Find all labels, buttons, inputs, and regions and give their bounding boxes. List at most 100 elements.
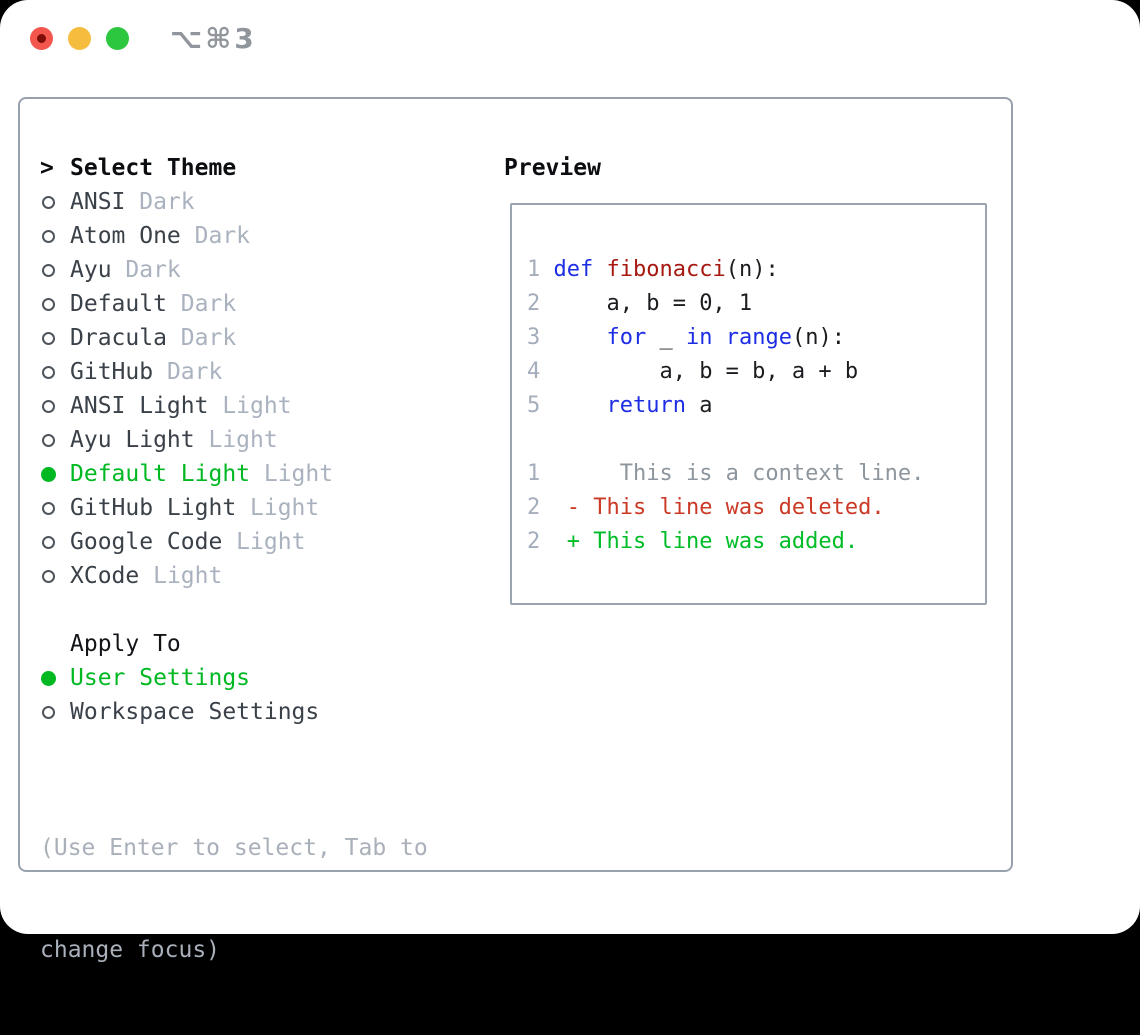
variant-tag: Dark <box>166 325 237 351</box>
radio-icon <box>42 365 55 379</box>
code-segment-plain: (n): <box>791 325 845 350</box>
option-label: ANSI <box>70 189 126 215</box>
code-segment-ctx: This is a context line. <box>540 461 925 486</box>
theme-option[interactable]: Ayu Light Light <box>40 423 428 457</box>
window-title: ⌥⌘3 <box>170 22 257 55</box>
cursor-arrow-icon: > <box>40 155 54 181</box>
radio-selected-icon <box>41 670 56 686</box>
code-segment-plain <box>593 257 606 282</box>
variant-tag: Dark <box>180 223 251 249</box>
hint-text: (Use Enter to select, Tab to change focu… <box>40 763 428 1035</box>
code-segment-plain <box>540 393 606 418</box>
code-line: 2 - This line was deleted. <box>527 491 985 525</box>
code-segment-kw: def <box>553 257 594 282</box>
preview-title: Preview <box>504 155 601 181</box>
variant-tag: Light <box>236 495 320 521</box>
code-segment-kw: return <box>606 393 686 418</box>
minimize-button[interactable] <box>68 27 91 50</box>
variant-tag: Light <box>222 529 306 555</box>
radio-icon <box>42 297 55 311</box>
code-line <box>527 423 985 457</box>
hint-line: change focus) <box>40 937 221 963</box>
maximize-button[interactable] <box>106 27 129 50</box>
theme-list: ANSI Dark Atom One Dark Ayu Dark Default Da… <box>40 185 428 593</box>
option-label: GitHub Light <box>70 495 237 521</box>
code-segment-kw: range <box>725 325 792 350</box>
code-segment-add: + This line was added. <box>540 529 859 554</box>
code-segment-num: 2 <box>527 495 541 520</box>
code-segment-num: 4 <box>527 359 541 384</box>
theme-option[interactable]: ANSI Light Light <box>40 389 428 423</box>
code-segment-plain: a, b = b, a + b <box>540 359 859 384</box>
radio-selected-icon <box>41 466 56 482</box>
theme-picker-panel: > Select Theme ANSI Dark Atom One Dark Ayu… <box>18 97 1013 963</box>
code-segment-plain <box>540 325 606 350</box>
hint-line: (Use Enter to select, Tab to <box>40 835 428 861</box>
theme-option[interactable]: Atom One Dark <box>40 219 428 253</box>
code-segment-kw: for <box>606 325 647 350</box>
code-segment-plain: a, b = 0, 1 <box>540 291 753 316</box>
variant-tag: Dark <box>125 189 195 215</box>
radio-icon <box>42 501 55 515</box>
radio-icon <box>42 229 55 243</box>
apply-to-option[interactable]: User Settings <box>40 661 428 695</box>
theme-option[interactable]: Default Dark <box>40 287 428 321</box>
titlebar: ⌥⌘3 <box>0 0 1140 97</box>
theme-option[interactable]: XCode Light <box>40 559 428 593</box>
option-label: XCode <box>70 563 140 589</box>
code-line: 4 a, b = b, a + b <box>527 355 985 389</box>
radio-icon <box>42 263 55 277</box>
option-label: Workspace Settings <box>70 699 320 725</box>
option-label: Dracula <box>70 325 167 351</box>
radio-icon <box>42 399 55 413</box>
code-segment-plain: a <box>685 393 713 418</box>
radio-icon <box>42 331 55 345</box>
variant-tag: Dark <box>166 291 237 317</box>
variant-tag: Light <box>194 427 278 453</box>
code-line: 1 This is a context line. <box>527 457 985 491</box>
option-label: ANSI Light <box>70 393 209 419</box>
code-segment-plain: _ <box>646 325 686 350</box>
theme-option[interactable]: ANSI Dark <box>40 185 428 219</box>
option-label: Ayu <box>70 257 112 283</box>
theme-option[interactable]: Google Code Light <box>40 525 428 559</box>
option-label: User Settings <box>70 665 251 691</box>
select-theme-header: > Select Theme <box>40 151 428 185</box>
close-dot-icon <box>37 34 46 43</box>
code-line: 2 + This line was added. <box>527 525 985 559</box>
variant-tag: Light <box>250 461 334 487</box>
option-label: GitHub <box>70 359 154 385</box>
variant-tag: Light <box>139 563 223 589</box>
theme-option[interactable]: Default Light Light <box>40 457 428 491</box>
code-segment-num: 1 <box>527 257 554 282</box>
app-window: ⌥⌘3 > Select Theme ANSI Dark Atom One Dar… <box>0 0 1140 963</box>
code-segment-plain <box>712 325 725 350</box>
apply-to-option[interactable]: Workspace Settings <box>40 695 428 729</box>
code-segment-num: 2 <box>527 291 541 316</box>
option-label: Ayu Light <box>70 427 195 453</box>
code-segment-kw: in <box>685 325 713 350</box>
option-label: Atom One <box>70 223 181 249</box>
radio-icon <box>42 433 55 447</box>
radio-icon <box>42 535 55 549</box>
theme-option[interactable]: GitHub Light Light <box>40 491 428 525</box>
code-line: 5 return a <box>527 389 985 423</box>
code-segment-num: 2 <box>527 529 541 554</box>
close-button[interactable] <box>30 27 53 50</box>
radio-icon <box>42 705 55 719</box>
theme-option[interactable]: GitHub Dark <box>40 355 428 389</box>
theme-sidebar: > Select Theme ANSI Dark Atom One Dark Ayu… <box>40 151 428 1035</box>
theme-option[interactable]: Ayu Dark <box>40 253 428 287</box>
radio-icon <box>42 569 55 583</box>
code-line: 2 a, b = 0, 1 <box>527 287 985 321</box>
variant-tag: Dark <box>111 257 181 283</box>
option-label: Google Code <box>70 529 223 555</box>
code-segment-num: 1 <box>527 461 541 486</box>
code-segment-del: - This line was deleted. <box>540 495 885 520</box>
variant-tag: Dark <box>153 359 223 385</box>
theme-option[interactable]: Dracula Dark <box>40 321 428 355</box>
apply-to-list: User Settings Workspace Settings <box>40 661 428 729</box>
apply-to-header: Apply To <box>70 631 181 657</box>
